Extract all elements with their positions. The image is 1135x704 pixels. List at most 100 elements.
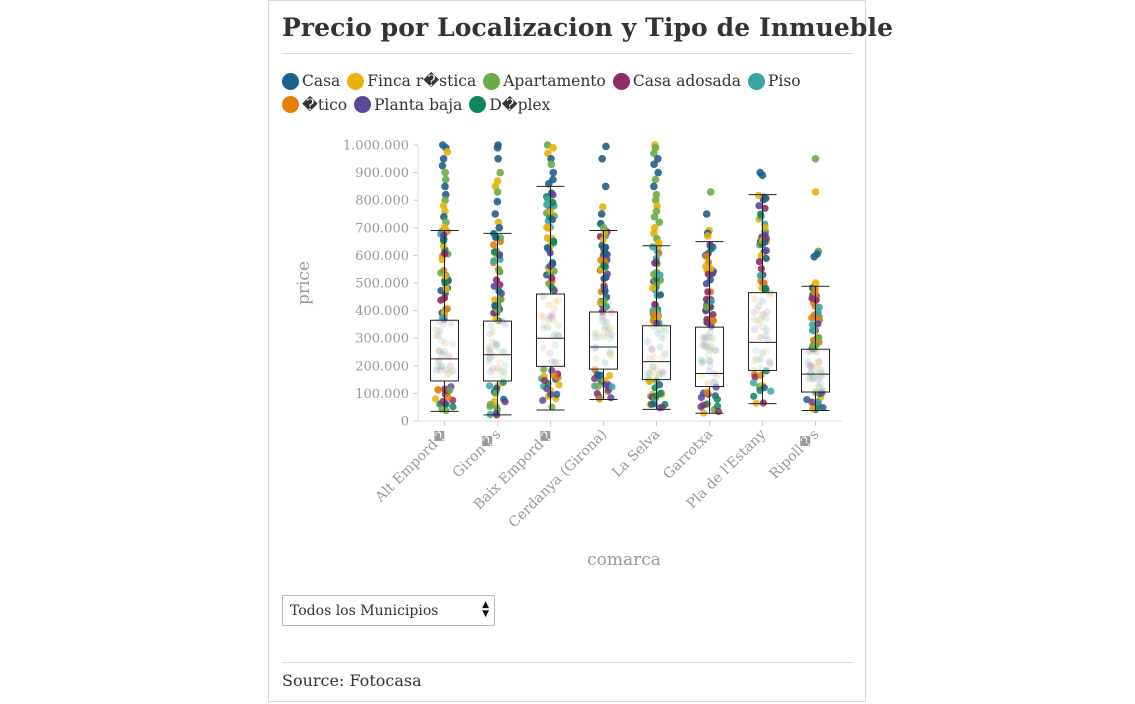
data-point (644, 368, 652, 377)
data-point (750, 392, 758, 400)
data-point (551, 358, 559, 366)
legend-item[interactable]: Casa adosada (612, 71, 741, 91)
data-point (548, 283, 556, 292)
data-point (488, 338, 496, 346)
outlier-point (654, 239, 663, 247)
data-point (539, 396, 547, 404)
data-point (762, 254, 770, 263)
data-point (766, 360, 774, 368)
category-group: Alt Empord� (371, 141, 459, 506)
municipio-select[interactable]: Todos los Municipios ▲ ▼ (282, 595, 495, 626)
data-point (486, 345, 494, 353)
data-point (599, 317, 607, 325)
data-point (705, 356, 714, 365)
data-point (598, 314, 606, 322)
data-point (757, 355, 765, 363)
y-tick-label: 800.000 (355, 194, 409, 209)
municipio-select-value: Todos los Municipios (290, 603, 439, 619)
data-point (752, 346, 760, 355)
data-point (595, 333, 603, 341)
outlier-point (599, 203, 607, 211)
y-tick-label: 400.000 (355, 304, 409, 319)
data-point (545, 316, 553, 324)
y-tick-label: 300.000 (355, 332, 409, 347)
outlier-point (811, 155, 820, 163)
box (642, 325, 671, 381)
legend-item[interactable]: Apartamento (483, 71, 606, 91)
data-point (706, 357, 714, 365)
data-point (489, 327, 497, 336)
data-point (649, 243, 657, 251)
legend-label: Planta baja (374, 95, 463, 114)
data-point (553, 359, 561, 367)
data-point (804, 357, 812, 365)
legend: Casa Finca r�stica Apartamento Casa adosada… (282, 71, 852, 118)
data-point (546, 312, 554, 320)
legend-item[interactable]: Finca r�stica (347, 71, 476, 91)
data-point (436, 327, 444, 335)
data-point (595, 395, 604, 403)
outlier-point (601, 182, 610, 191)
data-point (656, 291, 665, 299)
data-point (705, 351, 713, 359)
legend-item[interactable]: �tico (282, 95, 347, 115)
data-point (755, 202, 763, 210)
data-point (705, 346, 713, 354)
data-point (754, 320, 762, 328)
legend-label: Casa (302, 72, 341, 90)
outlier-point (495, 224, 504, 232)
data-point (543, 385, 551, 393)
legend-item[interactable]: Piso (747, 71, 801, 91)
data-point (591, 329, 599, 338)
data-point (654, 329, 662, 337)
data-point (495, 357, 503, 366)
data-point (815, 333, 823, 342)
data-point (498, 348, 506, 356)
data-point (814, 320, 822, 328)
x-axis-label: comarca (587, 550, 661, 570)
outlier-point (549, 168, 558, 177)
data-point (762, 246, 770, 255)
data-point (812, 363, 821, 371)
data-point (486, 354, 494, 362)
data-point (601, 248, 609, 256)
data-point (434, 386, 442, 394)
data-point (548, 357, 556, 365)
outlier-point (652, 190, 661, 199)
data-point (707, 342, 715, 350)
data-point (659, 369, 667, 377)
data-point (808, 375, 816, 383)
outlier-point (496, 168, 505, 177)
data-point (539, 324, 547, 332)
data-point (713, 395, 722, 403)
data-point (698, 372, 706, 380)
data-point (491, 301, 499, 310)
data-point (648, 363, 656, 371)
data-point (490, 257, 498, 265)
outlier-point (811, 188, 820, 196)
data-point (498, 367, 507, 375)
data-point (760, 310, 768, 319)
select-arrows-icon: ▲ ▼ (482, 600, 489, 619)
data-point (817, 366, 825, 374)
outlier-point (702, 210, 711, 218)
data-point (601, 322, 609, 330)
data-point (706, 328, 714, 337)
data-point (804, 361, 813, 369)
data-point (750, 308, 758, 316)
outlier-point (653, 201, 661, 210)
data-point (497, 295, 505, 303)
legend-item[interactable]: Casa (282, 71, 340, 91)
data-point (762, 286, 770, 294)
legend-item[interactable]: D�plex (469, 95, 550, 115)
legend-label: Finca r�stica (367, 72, 477, 90)
legend-item[interactable]: Planta baja (354, 95, 462, 115)
data-point (645, 355, 654, 363)
legend-swatch-icon (483, 72, 501, 90)
data-point (655, 370, 663, 379)
outlier-point (493, 143, 502, 152)
data-point (767, 387, 775, 395)
legend-swatch-icon (469, 96, 487, 113)
data-point (702, 252, 710, 260)
data-point (539, 344, 547, 352)
